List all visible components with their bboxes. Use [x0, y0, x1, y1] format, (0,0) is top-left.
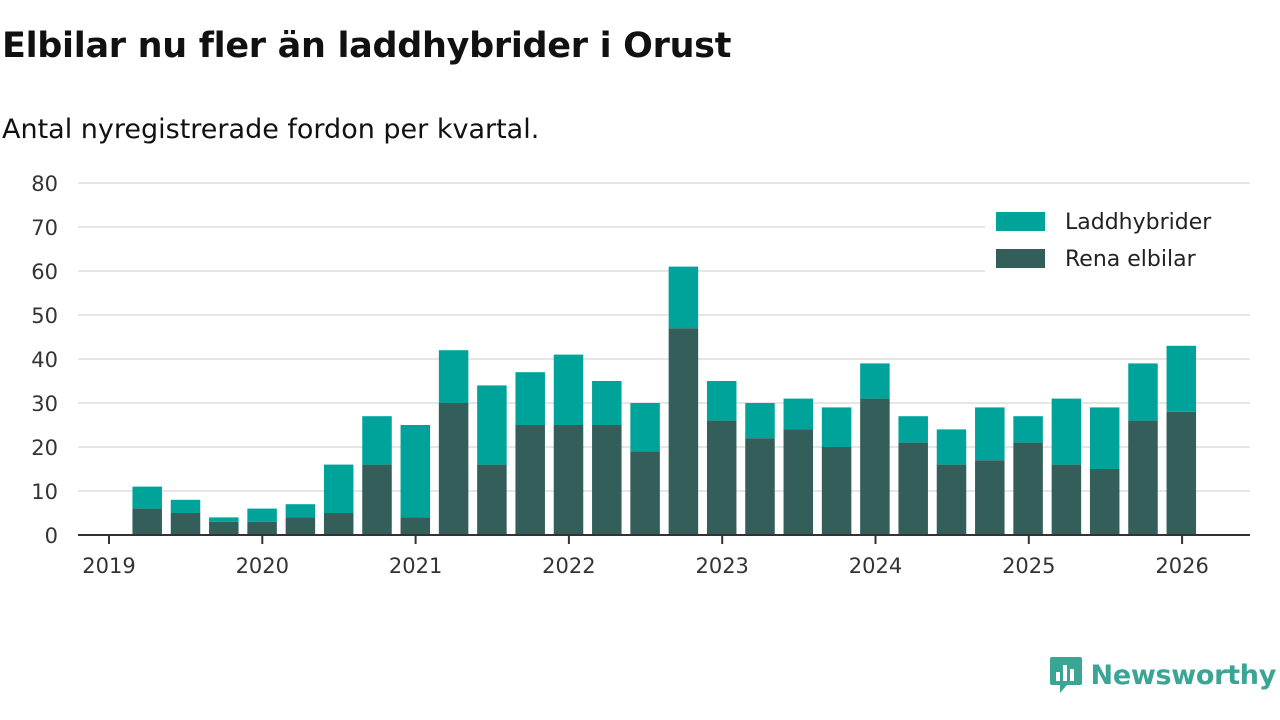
- bar-rena-elbilar: [936, 464, 967, 535]
- bar-laddhybrider: [247, 508, 277, 522]
- bar-laddhybrider: [706, 381, 737, 421]
- bar-rena-elbilar: [553, 425, 584, 535]
- bar-laddhybrider: [668, 266, 699, 329]
- bar-rena-elbilar: [1013, 442, 1043, 535]
- x-axis: 2019 2020 2021 2022 2023 2024 2025 2026: [78, 534, 1250, 578]
- x-tick-label: 2022: [542, 554, 595, 578]
- bar-rena-elbilar: [323, 513, 354, 535]
- bar-rena-elbilar: [1128, 420, 1158, 535]
- bar-rena-elbilar: [209, 521, 239, 535]
- bar-rena-elbilar: [668, 328, 699, 535]
- bar-rena-elbilar: [821, 447, 852, 535]
- bar-laddhybrider: [477, 385, 507, 465]
- bar-rena-elbilar: [898, 442, 928, 535]
- bar-laddhybrider: [1089, 407, 1120, 469]
- bar-rena-elbilar: [247, 521, 277, 535]
- bar-rena-elbilar: [1051, 464, 1082, 535]
- bars: [132, 266, 1197, 535]
- bar-rena-elbilar: [745, 438, 775, 535]
- bar-rena-elbilar: [400, 517, 431, 535]
- bar-laddhybrider: [132, 486, 162, 509]
- y-tick-label: 70: [31, 216, 58, 240]
- bar-chart-icon: [1049, 657, 1082, 693]
- bar-laddhybrider: [438, 350, 469, 403]
- legend-swatch: [996, 212, 1045, 231]
- chart-title: Elbilar nu fler än laddhybrider i Orust: [2, 26, 732, 66]
- x-tick-label: 2026: [1155, 554, 1208, 578]
- bar-laddhybrider: [1013, 416, 1043, 443]
- legend-label: Laddhybrider: [1065, 210, 1212, 235]
- bar-laddhybrider: [323, 464, 354, 513]
- chart-subtitle: Antal nyregistrerade fordon per kvartal.: [2, 114, 540, 145]
- bar-rena-elbilar: [592, 425, 622, 535]
- bar-laddhybrider: [285, 504, 316, 518]
- bar-laddhybrider: [400, 425, 431, 518]
- bar-laddhybrider: [1128, 363, 1158, 421]
- bar-laddhybrider: [362, 416, 392, 465]
- x-tick-label: 2023: [695, 554, 748, 578]
- bar-rena-elbilar: [515, 425, 545, 535]
- bar-laddhybrider: [745, 403, 775, 439]
- y-tick-label: 50: [31, 304, 58, 328]
- bar-laddhybrider: [821, 407, 852, 447]
- x-tick-label: 2020: [236, 554, 289, 578]
- bar-rena-elbilar: [477, 464, 507, 535]
- bar-rena-elbilar: [362, 464, 392, 535]
- bar-rena-elbilar: [783, 429, 814, 535]
- bar-laddhybrider: [1166, 345, 1197, 412]
- bar-laddhybrider: [630, 403, 660, 452]
- x-tick-label: 2021: [389, 554, 442, 578]
- y-tick-label: 40: [31, 348, 58, 372]
- bar-laddhybrider: [936, 429, 967, 465]
- brand-name: Newsworthy: [1090, 659, 1277, 691]
- bar-laddhybrider: [515, 372, 545, 425]
- x-tick-label: 2019: [82, 554, 135, 578]
- bar-rena-elbilar: [1089, 469, 1120, 535]
- bar-laddhybrider: [975, 407, 1005, 461]
- legend: Laddhybrider Rena elbilar: [985, 198, 1250, 276]
- bar-laddhybrider: [783, 398, 814, 430]
- bar-laddhybrider: [1051, 398, 1082, 465]
- legend-swatch: [996, 249, 1045, 268]
- bar-laddhybrider: [170, 499, 201, 513]
- bar-rena-elbilar: [706, 420, 737, 535]
- y-tick-label: 10: [31, 480, 58, 504]
- y-tick-label: 60: [31, 260, 58, 284]
- legend-label: Rena elbilar: [1065, 247, 1197, 272]
- bar-rena-elbilar: [860, 398, 890, 535]
- bar-rena-elbilar: [630, 451, 660, 535]
- bar-laddhybrider: [592, 381, 622, 425]
- y-tick-label: 80: [31, 172, 58, 196]
- y-tick-label: 30: [31, 392, 58, 416]
- bar-laddhybrider: [860, 363, 890, 399]
- bar-rena-elbilar: [975, 460, 1005, 535]
- bar-rena-elbilar: [285, 517, 316, 535]
- bar-rena-elbilar: [1166, 411, 1197, 535]
- x-tick-label: 2024: [849, 554, 902, 578]
- y-tick-label: 20: [31, 436, 58, 460]
- y-axis-ticks: 0 10 20 30 40 50 60 70 80: [31, 172, 58, 548]
- brand-logo: Newsworthy: [1049, 655, 1276, 695]
- bar-rena-elbilar: [170, 513, 201, 535]
- x-tick-label: 2025: [1002, 554, 1055, 578]
- bar-laddhybrider: [553, 354, 584, 425]
- bar-laddhybrider: [898, 416, 928, 443]
- bar-laddhybrider: [209, 517, 239, 522]
- bar-rena-elbilar: [132, 508, 162, 535]
- y-tick-label: 0: [45, 524, 58, 548]
- bar-rena-elbilar: [438, 403, 469, 535]
